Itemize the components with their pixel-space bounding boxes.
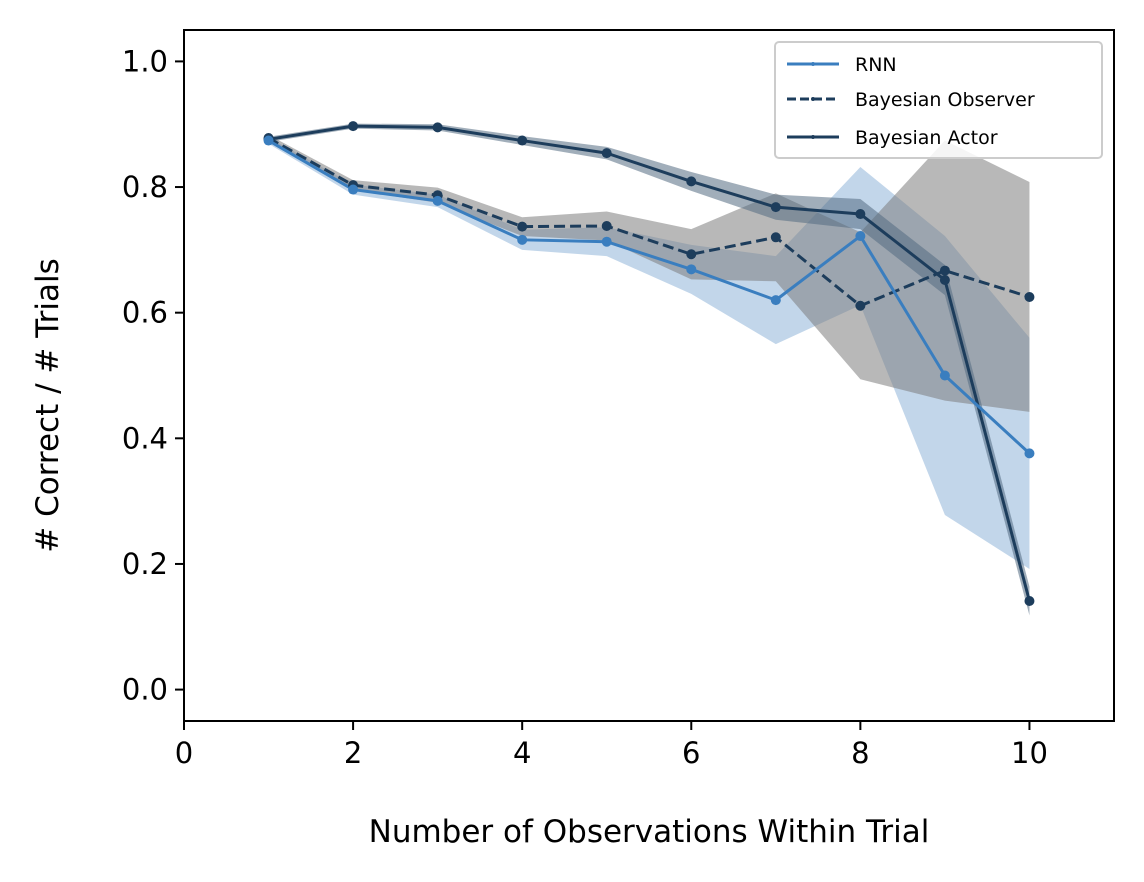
y-tick-label: 0.0 [122, 673, 168, 707]
data-point [601, 220, 612, 231]
x-tick-label: 8 [851, 736, 869, 770]
x-tick-label: 10 [1011, 736, 1048, 770]
x-tick-label: 4 [513, 736, 531, 770]
x-axis-label: Number of Observations Within Trial [369, 814, 930, 850]
y-tick-label: 0.2 [122, 547, 168, 581]
data-point [601, 236, 612, 247]
y-axis-label: # Correct / # Trials [30, 258, 66, 552]
data-point [1024, 291, 1035, 302]
data-point [855, 209, 866, 220]
data-point [939, 370, 950, 381]
confidence-band-1 [268, 134, 1030, 412]
y-tick-label: 0.4 [122, 421, 168, 455]
data-point [517, 234, 528, 245]
legend-label: Bayesian Observer [855, 89, 1035, 111]
data-point [1024, 448, 1035, 459]
data-point [686, 264, 697, 275]
data-point [517, 221, 528, 232]
x-tick-label: 2 [344, 736, 362, 770]
y-tick-label: 0.6 [122, 296, 168, 330]
x-tick-label: 0 [175, 736, 193, 770]
data-point [601, 148, 612, 159]
data-point [686, 249, 697, 260]
data-point [348, 121, 359, 132]
plot-frame [183, 29, 1115, 722]
series-line-0 [267, 139, 1031, 455]
data-point [770, 202, 781, 213]
legend-marker [811, 62, 815, 66]
data-point [1024, 596, 1035, 607]
data-point [770, 295, 781, 306]
y-tick-label: 1.0 [122, 44, 168, 78]
data-point [770, 232, 781, 243]
y-axis-ticks: 0.0 0.2 0.4 0.6 0.8 1.0 [122, 44, 184, 707]
y-tick-label: 0.8 [122, 170, 168, 204]
series-points [263, 121, 1035, 607]
legend: RNN Bayesian Observer Bayesian Actor [774, 41, 1103, 159]
data-point [855, 231, 866, 242]
series-line-1 [267, 136, 1030, 308]
confidence-bands [268, 123, 1030, 616]
data-point [348, 184, 359, 195]
data-point [517, 135, 528, 146]
data-point [939, 265, 950, 276]
data-point [939, 275, 950, 286]
legend-label: Bayesian Actor [855, 127, 998, 149]
data-point [263, 135, 274, 146]
data-point [686, 176, 697, 187]
x-axis-ticks: 0 2 4 6 8 10 [175, 721, 1048, 770]
series-lines [267, 124, 1031, 602]
series-line-2 [268, 124, 1031, 602]
data-point [855, 300, 866, 311]
legend-label: RNN [855, 54, 897, 76]
data-point [432, 122, 443, 133]
legend-marker [811, 135, 815, 139]
data-point [432, 195, 443, 206]
legend-box [774, 41, 1103, 159]
x-tick-label: 6 [682, 736, 700, 770]
legend-marker [811, 97, 815, 101]
